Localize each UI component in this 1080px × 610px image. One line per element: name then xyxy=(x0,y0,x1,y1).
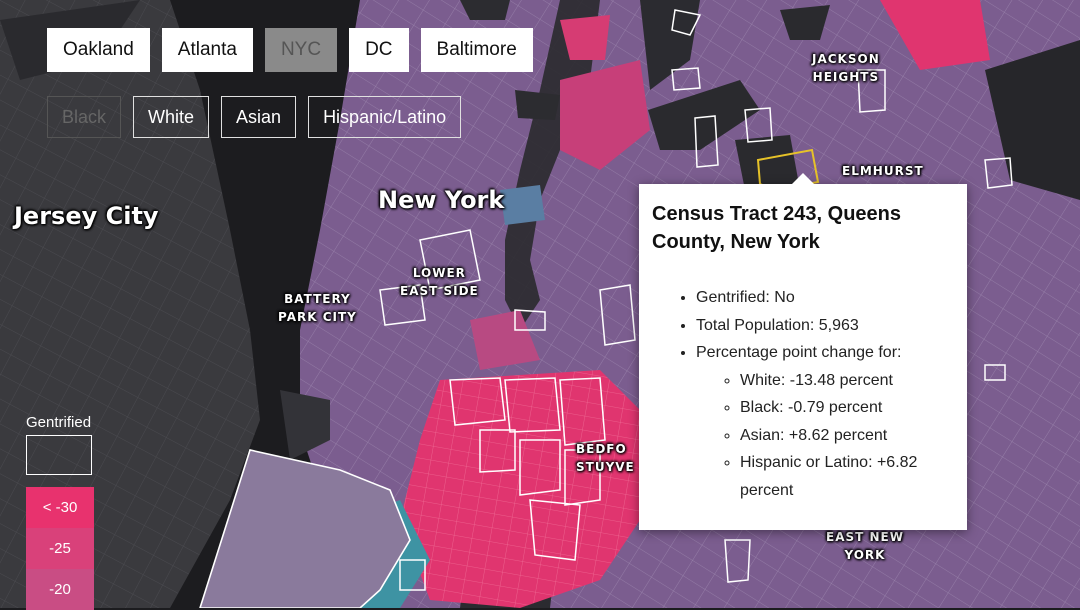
race-button-white[interactable]: White xyxy=(133,96,210,138)
popup-change-black: Black: -0.79 percent xyxy=(740,394,967,422)
race-button-hispanic-latino[interactable]: Hispanic/Latino xyxy=(308,96,462,138)
map-legend: Gentrified < -30 -25 -20 xyxy=(26,414,94,610)
legend-step: < -30 xyxy=(26,487,94,528)
popup-arrow xyxy=(791,173,815,185)
popup-change-list: White: -13.48 percent Black: -0.79 perce… xyxy=(696,367,967,505)
popup-change-header: Percentage point change for: White: -13.… xyxy=(696,339,967,504)
popup-change-hispanic: Hispanic or Latino: +6.82 percent xyxy=(740,449,967,504)
popup-title: Census Tract 243, Queens County, New Yor… xyxy=(652,203,902,253)
city-button-baltimore[interactable]: Baltimore xyxy=(420,28,533,72)
label-battery-park-city: BATTERY PARK CITY xyxy=(278,292,357,324)
popup-change-asian: Asian: +8.62 percent xyxy=(740,422,967,450)
label-bedford-stuyvesant: BEDFO STUYVE xyxy=(576,442,635,474)
label-new-york: New York xyxy=(378,186,505,214)
label-elmhurst: ELMHURST xyxy=(842,164,924,178)
label-jersey-city: Jersey City xyxy=(14,202,159,230)
city-button-nyc[interactable]: NYC xyxy=(264,28,338,72)
tract-info-popup: Census Tract 243, Queens County, New Yor… xyxy=(639,173,967,530)
city-selector: Oakland Atlanta NYC DC Baltimore xyxy=(47,28,533,72)
city-button-dc[interactable]: DC xyxy=(349,28,409,72)
park-patch xyxy=(648,80,760,150)
label-east-new-york: EAST NEW YORK xyxy=(826,530,904,562)
legend-step: -25 xyxy=(26,528,94,569)
label-lower-east-side: LOWER EAST SIDE xyxy=(400,266,479,298)
legend-gentrified-swatch xyxy=(26,435,92,475)
race-button-black[interactable]: Black xyxy=(47,96,122,138)
popup-total-population: Total Population: 5,963 xyxy=(696,312,967,340)
gentrified-tract-outlines xyxy=(379,9,1013,591)
label-jackson-heights: JACKSON HEIGHTS xyxy=(812,52,880,84)
hot-tracts-brooklyn xyxy=(400,370,650,608)
city-button-atlanta[interactable]: Atlanta xyxy=(161,28,253,72)
gentrified-outline-large xyxy=(199,449,411,608)
popup-change-header-text: Percentage point change for: xyxy=(696,344,902,361)
popup-details-list: Gentrified: No Total Population: 5,963 P… xyxy=(639,284,967,504)
city-button-oakland[interactable]: Oakland xyxy=(47,28,150,72)
legend-title: Gentrified xyxy=(26,414,92,431)
race-selector: Black White Asian Hispanic/Latino xyxy=(47,96,462,138)
popup-gentrified: Gentrified: No xyxy=(696,284,967,312)
popup-change-white: White: -13.48 percent xyxy=(740,367,967,395)
legend-step: -20 xyxy=(26,569,94,610)
race-button-asian[interactable]: Asian xyxy=(221,96,297,138)
new-jersey-land xyxy=(0,0,260,608)
